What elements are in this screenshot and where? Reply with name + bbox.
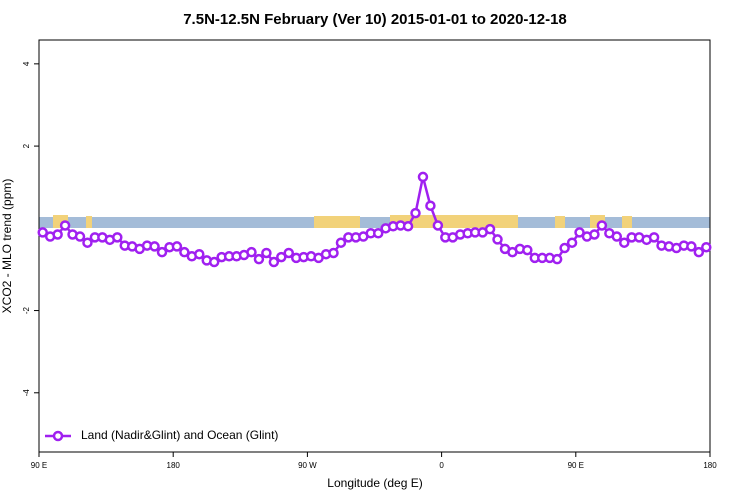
data-point <box>589 229 600 240</box>
y-tick-label: 4 <box>22 61 31 66</box>
x-tick-label: 90 E <box>31 461 47 470</box>
data-point <box>492 234 503 245</box>
land-patch <box>314 216 360 228</box>
x-tick-label: 0 <box>439 461 444 470</box>
data-point <box>74 231 86 242</box>
data-point <box>253 253 265 265</box>
land-patch <box>622 216 632 228</box>
land-patch <box>86 216 92 228</box>
data-point <box>484 223 496 235</box>
data-point <box>149 241 160 252</box>
land-patch <box>390 215 518 228</box>
data-point <box>171 241 183 252</box>
data-point <box>82 237 93 248</box>
data-point <box>559 242 570 254</box>
data-point <box>37 227 48 238</box>
x-tick-label: 90 E <box>568 461 584 470</box>
data-point <box>283 247 295 259</box>
data-point <box>522 244 533 256</box>
chart-title: 7.5N-12.5N February (Ver 10) 2015-01-01 … <box>183 11 567 28</box>
data-point <box>425 200 436 211</box>
y-tick-label: -2 <box>22 306 31 314</box>
data-point <box>194 248 205 260</box>
data-point <box>112 232 123 243</box>
data-point <box>619 237 630 248</box>
x-tick-label: 180 <box>167 461 181 470</box>
y-tick-label: -4 <box>22 389 31 397</box>
x-tick-label: 90 W <box>298 461 317 470</box>
x-tick-label: 180 <box>703 461 717 470</box>
legend-marker <box>52 430 64 442</box>
data-point <box>410 207 421 219</box>
ocean-band <box>39 217 710 228</box>
y-tick-label: 2 <box>22 143 31 148</box>
land-patch <box>555 216 565 228</box>
data-point <box>596 220 608 231</box>
data-point <box>52 229 63 240</box>
data-point <box>246 246 257 258</box>
x-axis-label: Longitude (deg E) <box>327 476 422 490</box>
legend-label: Land (Nadir&Glint) and Ocean (Glint) <box>81 428 278 442</box>
data-point <box>566 237 578 248</box>
data-point <box>648 232 660 243</box>
data-point <box>328 247 339 259</box>
data-point <box>335 237 347 248</box>
y-axis-label: XCO2 - MLO trend (ppm) <box>0 179 14 314</box>
data-point <box>574 227 585 238</box>
data-point <box>551 253 563 265</box>
data-point <box>208 256 220 268</box>
data-point <box>611 231 623 242</box>
data-point <box>156 246 168 258</box>
data-point <box>372 228 384 239</box>
data-point <box>417 171 429 183</box>
land-ocean-map <box>39 215 710 228</box>
data-point <box>261 247 272 259</box>
data-point <box>686 241 697 252</box>
data-point <box>432 220 444 231</box>
data-point <box>268 256 280 268</box>
data-point <box>693 246 705 258</box>
data-point <box>276 251 287 263</box>
data-point <box>59 220 71 231</box>
data-point <box>402 221 414 232</box>
data-point <box>179 246 190 258</box>
data-point <box>701 241 712 253</box>
